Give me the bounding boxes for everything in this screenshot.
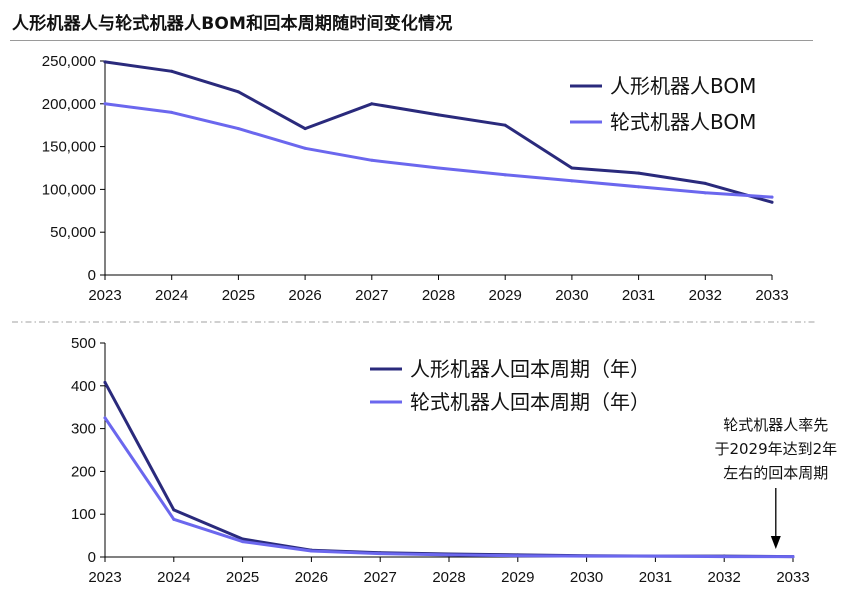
data-point-humanoid — [770, 200, 774, 204]
data-point-humanoid — [241, 537, 245, 541]
data-point-humanoid — [703, 181, 707, 185]
y-tick-label: 150,000 — [42, 139, 96, 156]
x-tick-label: 2032 — [689, 287, 722, 304]
annotation-text: 于2029年达到2年 — [714, 440, 837, 458]
x-tick-label: 2030 — [570, 569, 603, 586]
data-point-wheeled — [378, 552, 382, 556]
x-tick-label: 2030 — [555, 287, 588, 304]
data-point-wheeled — [637, 185, 641, 189]
x-tick-label: 2025 — [222, 287, 255, 304]
chart-panel-2: 0 100 200 300 400 500 2023 2024 2025 2026 2027 2028… — [71, 335, 837, 586]
x-tick-label: 2029 — [489, 287, 522, 304]
x-tick-label: 2028 — [432, 569, 465, 586]
y-tick-label: 100 — [71, 506, 96, 523]
y-tick-label: 0 — [88, 549, 96, 566]
data-point-humanoid — [370, 102, 374, 106]
figure-title: 人形机器人与轮式机器人BOM和回本周期随时间变化情况 — [12, 14, 453, 34]
data-point-humanoid — [103, 380, 107, 384]
data-point-humanoid — [637, 171, 641, 175]
x-tick-label: 2028 — [422, 287, 455, 304]
y-tick-label: 300 — [71, 421, 96, 438]
legend-label-wheeled: 轮式机器人BOM — [610, 110, 756, 134]
x-tick-label: 2027 — [355, 287, 388, 304]
legend-label-wheeled: 轮式机器人回本周期（年） — [410, 390, 650, 414]
data-point-humanoid — [303, 127, 307, 131]
x-tick-label: 2033 — [776, 569, 809, 586]
data-point-wheeled — [170, 110, 174, 114]
y-tick-label: 200 — [71, 463, 96, 480]
data-point-wheeled — [447, 553, 451, 557]
x-tick-label: 2023 — [88, 569, 121, 586]
data-point-wheeled — [236, 127, 240, 131]
data-point-wheeled — [516, 554, 520, 558]
y-tick-label: 100,000 — [42, 181, 96, 198]
annotation-text: 轮式机器人率先 — [723, 416, 828, 434]
data-point-wheeled — [703, 191, 707, 195]
annotation-arrowhead — [770, 536, 781, 549]
data-point-humanoid — [570, 166, 574, 170]
data-point-wheeled — [570, 179, 574, 183]
x-tick-label: 2033 — [755, 287, 788, 304]
y-tick-label: 200,000 — [42, 96, 96, 113]
y-tick-label: 250,000 — [42, 53, 96, 70]
data-point-wheeled — [437, 166, 440, 170]
data-point-wheeled — [103, 102, 107, 106]
data-point-humanoid — [172, 508, 176, 512]
title-divider — [10, 40, 813, 41]
legend-label-humanoid: 人形机器人回本周期（年） — [410, 357, 650, 381]
data-point-wheeled — [172, 517, 176, 521]
data-point-humanoid — [503, 123, 507, 127]
chart-panel-1: 0 50,000 100,000 150,000 200,000 250,000 2023 2… — [42, 53, 789, 304]
data-point-wheeled — [241, 540, 245, 544]
data-point-wheeled — [653, 554, 657, 558]
data-point-wheeled — [503, 173, 507, 177]
y-tick-label: 400 — [71, 378, 96, 395]
x-tick-label: 2026 — [288, 287, 321, 304]
data-point-wheeled — [103, 416, 107, 420]
x-tick-label: 2024 — [157, 569, 190, 586]
data-point-wheeled — [303, 146, 307, 150]
data-point-humanoid — [170, 69, 174, 73]
x-tick-label: 2026 — [295, 569, 328, 586]
legend-label-humanoid: 人形机器人BOM — [610, 74, 756, 98]
data-point-wheeled — [370, 158, 374, 162]
data-point-wheeled — [309, 549, 313, 553]
data-point-wheeled — [585, 554, 589, 558]
data-point-humanoid — [236, 90, 240, 94]
data-point-wheeled — [722, 555, 726, 559]
data-point-wheeled — [770, 195, 774, 199]
x-tick-label: 2029 — [501, 569, 534, 586]
data-point-humanoid — [437, 113, 440, 117]
data-point-humanoid — [103, 60, 107, 64]
series-line-wheeled — [103, 416, 795, 559]
x-tick-label: 2023 — [88, 287, 121, 304]
y-tick-label: 50,000 — [50, 224, 96, 241]
x-tick-label: 2031 — [622, 287, 655, 304]
x-tick-label: 2032 — [708, 569, 741, 586]
data-point-wheeled — [791, 555, 795, 559]
y-tick-label: 0 — [88, 267, 96, 284]
x-tick-label: 2031 — [639, 569, 672, 586]
x-tick-label: 2025 — [226, 569, 259, 586]
annotation-text: 左右的回本周期 — [723, 464, 828, 482]
x-tick-label: 2027 — [364, 569, 397, 586]
x-tick-label: 2024 — [155, 287, 188, 304]
y-tick-label: 500 — [71, 335, 96, 352]
